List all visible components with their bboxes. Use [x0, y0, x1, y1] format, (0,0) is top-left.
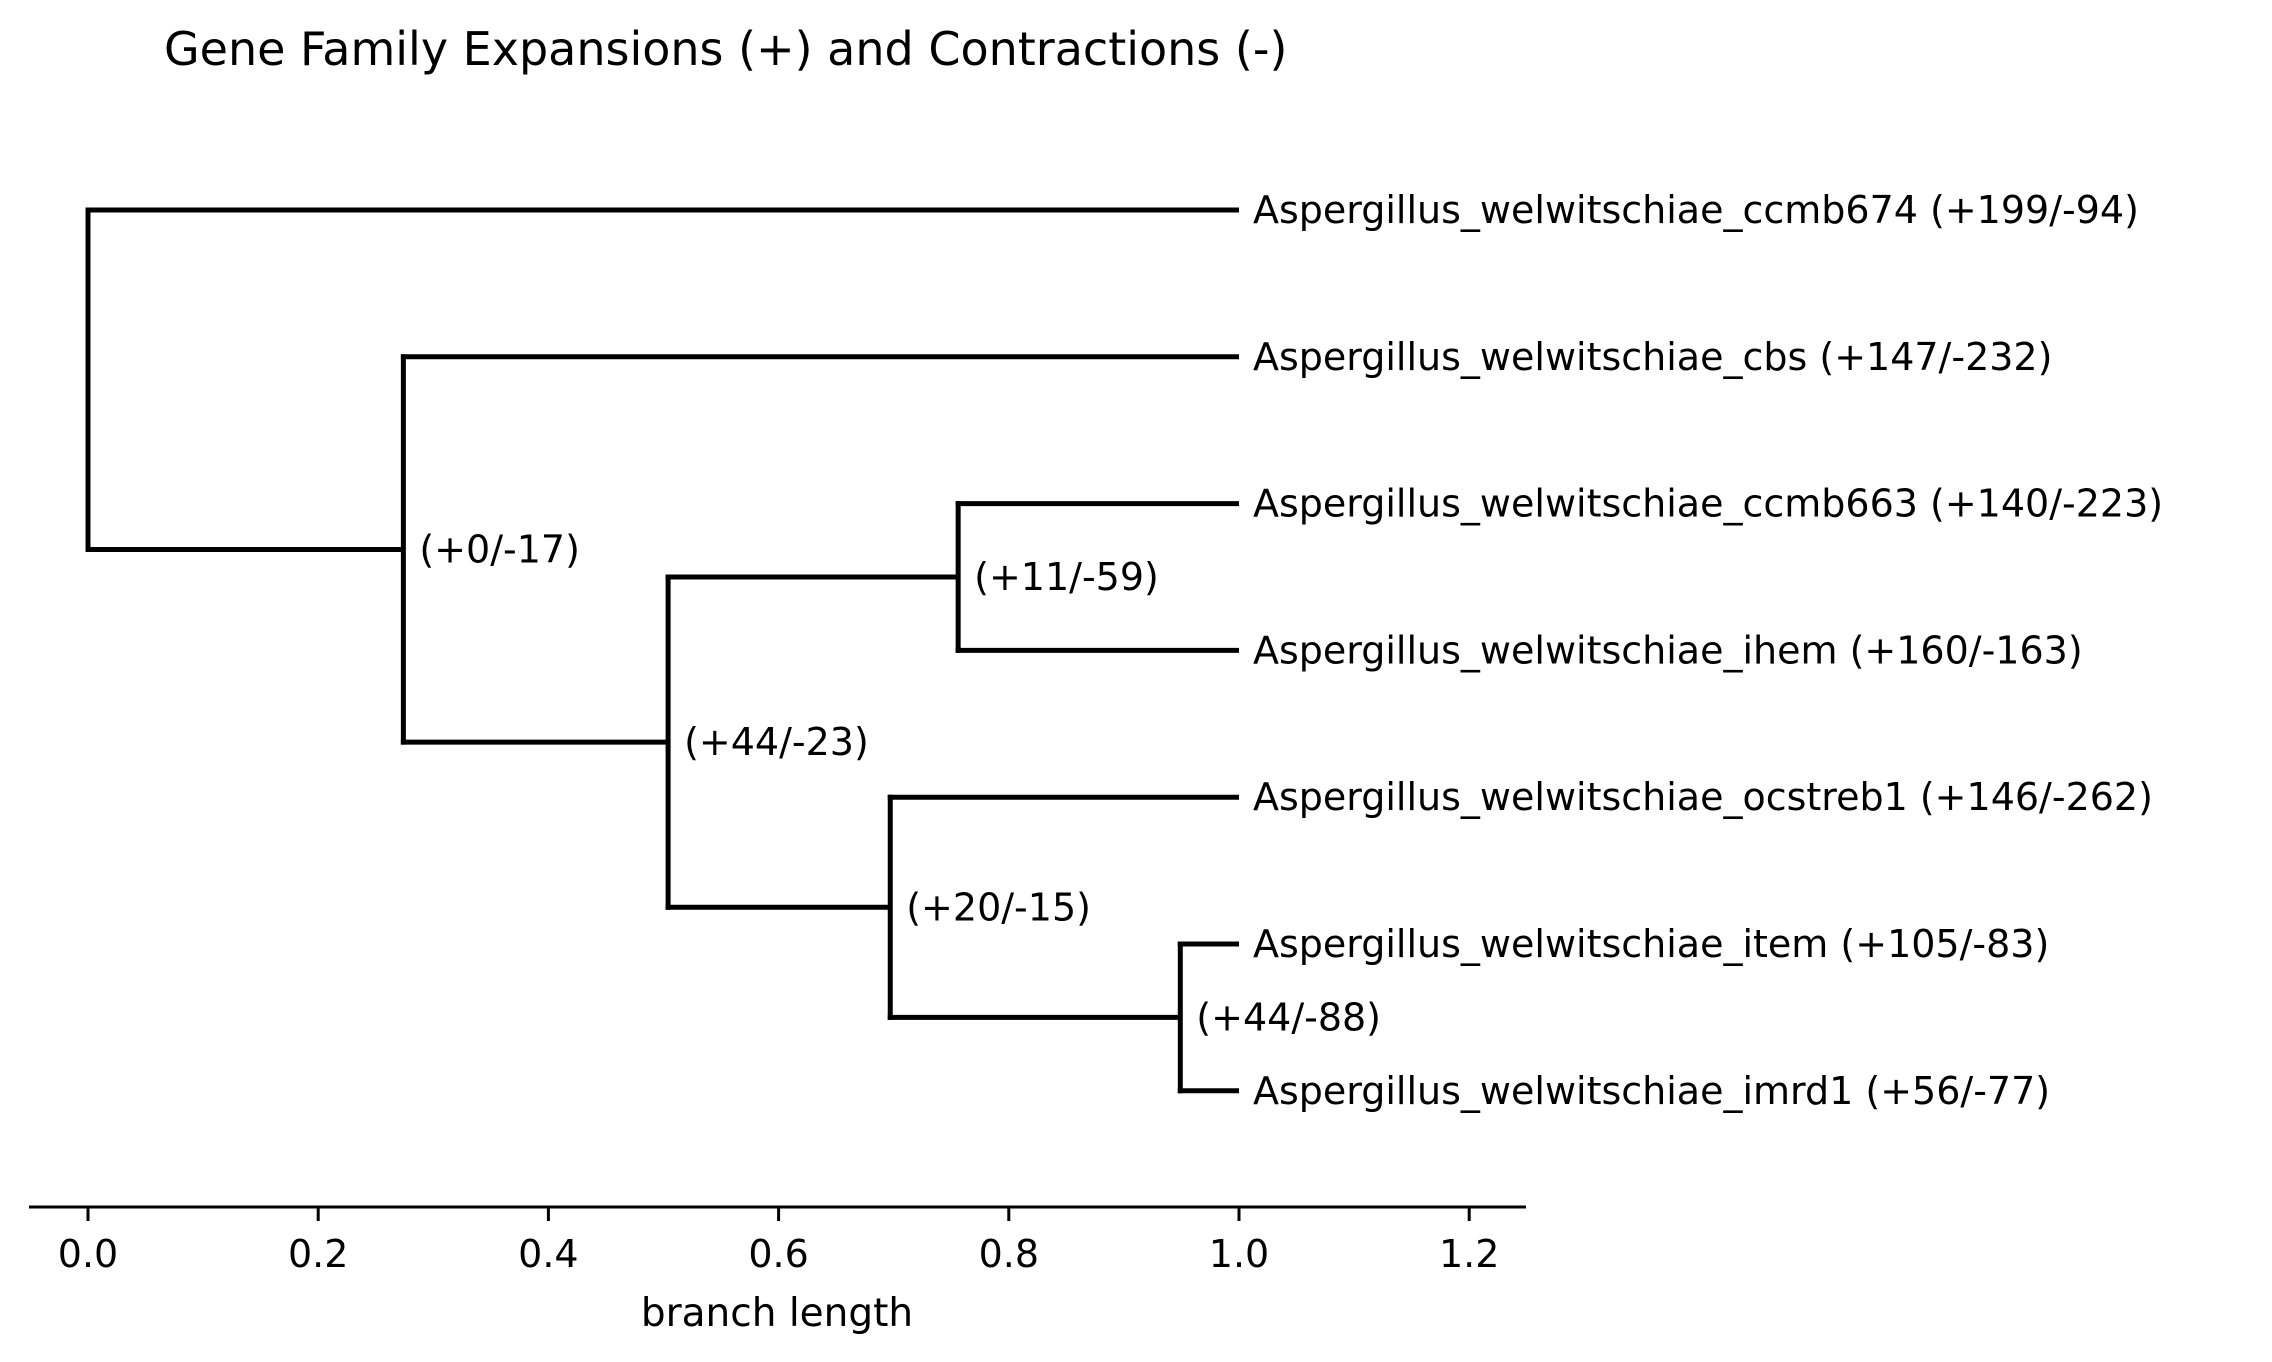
- x-axis: 0.0 0.2 0.4 0.6 0.8 1.0 1.2 branch length: [29, 1207, 1526, 1336]
- leaf-label: Aspergillus_welwitschiae_imrd1 (+56/-77): [1253, 1069, 2050, 1113]
- leaf-label: Aspergillus_welwitschiae_item (+105/-83): [1253, 922, 2049, 966]
- leaf-label: Aspergillus_welwitschiae_cbs (+147/-232): [1253, 335, 2052, 379]
- x-axis-ticks: 0.0 0.2 0.4 0.6 0.8 1.0 1.2: [58, 1207, 1500, 1276]
- tree-branches: [86, 208, 1240, 1094]
- chart-title: Gene Family Expansions (+) and Contracti…: [164, 22, 1287, 76]
- leaf-label: Aspergillus_welwitschiae_ihem (+160/-163…: [1253, 628, 2083, 672]
- x-tick-label: 0.4: [518, 1232, 578, 1276]
- x-axis-title: branch length: [641, 1291, 913, 1336]
- node-label: (+20/-15): [906, 885, 1091, 929]
- node-label: (+44/-23): [684, 720, 869, 764]
- node-label: (+0/-17): [419, 527, 580, 571]
- x-tick-label: 1.2: [1439, 1232, 1499, 1276]
- x-tick-label: 0.6: [748, 1232, 808, 1276]
- x-tick-label: 0.8: [979, 1232, 1039, 1276]
- leaf-label: Aspergillus_welwitschiae_ocstreb1 (+146/…: [1253, 775, 2153, 819]
- internal-node-labels: (+0/-17) (+44/-23) (+11/-59) (+20/-15) (+44/…: [419, 527, 1381, 1039]
- node-label: (+44/-88): [1196, 995, 1381, 1039]
- x-tick-label: 0.2: [288, 1232, 348, 1276]
- x-tick-label: 0.0: [58, 1232, 118, 1276]
- leaf-label: Aspergillus_welwitschiae_ccmb674 (+199/-…: [1253, 188, 2139, 232]
- leaf-label: Aspergillus_welwitschiae_ccmb663 (+140/-…: [1253, 482, 2163, 526]
- x-tick-label: 1.0: [1209, 1232, 1269, 1276]
- leaf-labels: Aspergillus_welwitschiae_ccmb674 (+199/-…: [1253, 188, 2163, 1113]
- node-label: (+11/-59): [974, 555, 1159, 599]
